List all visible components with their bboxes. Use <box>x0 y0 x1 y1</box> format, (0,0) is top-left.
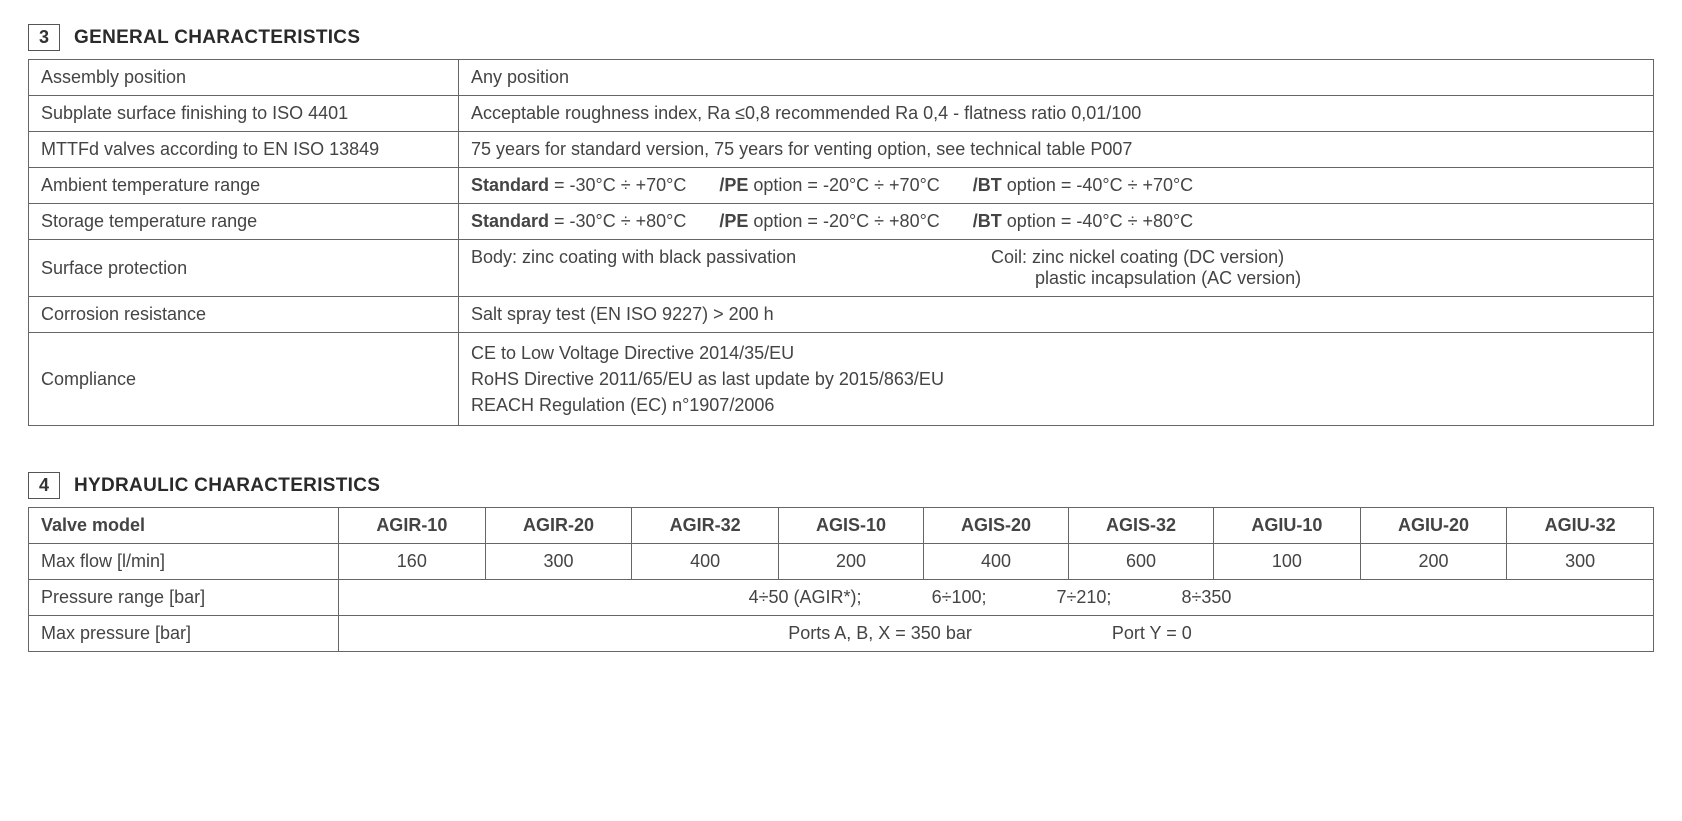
ambient-pe-label: /PE <box>719 175 748 195</box>
table-row: Corrosion resistance Salt spray test (EN… <box>29 297 1654 333</box>
section-3-header: 3 GENERAL CHARACTERISTICS <box>28 24 1654 51</box>
hc-col-agir-10: AGIR-10 <box>339 508 486 544</box>
gc-surface-value: Body: zinc coating with black passivatio… <box>459 240 1654 297</box>
ambient-std-label: Standard <box>471 175 549 195</box>
maxp-g1: Ports A, B, X = 350 bar <box>788 623 972 644</box>
surface-coil-line2: plastic incapsulation (AC version) <box>991 268 1641 289</box>
gc-subplate-label: Subplate surface finishing to ISO 4401 <box>29 96 459 132</box>
prange-g3: 7÷210; <box>1057 587 1112 608</box>
prange-g4: 8÷350 <box>1181 587 1231 608</box>
gc-compliance-value: CE to Low Voltage Directive 2014/35/EU R… <box>459 333 1654 426</box>
section-3-number: 3 <box>28 24 60 51</box>
gc-mttfd-label: MTTFd valves according to EN ISO 13849 <box>29 132 459 168</box>
section-4-header: 4 HYDRAULIC CHARACTERISTICS <box>28 472 1654 499</box>
hc-maxflow-val: 100 <box>1214 544 1361 580</box>
table-row: Storage temperature range Standard = -30… <box>29 204 1654 240</box>
hc-header-row: Valve model AGIR-10 AGIR-20 AGIR-32 AGIS… <box>29 508 1654 544</box>
hc-maxflow-val: 300 <box>1507 544 1654 580</box>
ambient-std-val: = -30°C ÷ +70°C <box>549 175 686 195</box>
table-row: Ambient temperature range Standard = -30… <box>29 168 1654 204</box>
ambient-bt-val: option = -40°C ÷ +70°C <box>1002 175 1193 195</box>
gc-corrosion-label: Corrosion resistance <box>29 297 459 333</box>
table-row: Compliance CE to Low Voltage Directive 2… <box>29 333 1654 426</box>
storage-bt-label: /BT <box>973 211 1002 231</box>
storage-bt-val: option = -40°C ÷ +80°C <box>1002 211 1193 231</box>
hc-col-agis-20: AGIS-20 <box>923 508 1068 544</box>
compliance-line1: CE to Low Voltage Directive 2014/35/EU <box>471 340 1641 366</box>
gc-mttfd-value: 75 years for standard version, 75 years … <box>459 132 1654 168</box>
hc-col-agis-10: AGIS-10 <box>778 508 923 544</box>
storage-pe-val: option = -20°C ÷ +80°C <box>748 211 939 231</box>
hc-maxp-label: Max pressure [bar] <box>29 616 339 652</box>
section-4-title: HYDRAULIC CHARACTERISTICS <box>74 475 380 497</box>
gc-subplate-value: Acceptable roughness index, Ra ≤0,8 reco… <box>459 96 1654 132</box>
section-4-number: 4 <box>28 472 60 499</box>
surface-coil-line1: Coil: zinc nickel coating (DC version) <box>991 247 1641 268</box>
storage-pe-label: /PE <box>719 211 748 231</box>
gc-corrosion-value: Salt spray test (EN ISO 9227) > 200 h <box>459 297 1654 333</box>
ambient-pe-val: option = -20°C ÷ +70°C <box>748 175 939 195</box>
section-3-title: GENERAL CHARACTERISTICS <box>74 27 360 49</box>
hc-maxflow-val: 400 <box>632 544 779 580</box>
hc-col-agiu-32: AGIU-32 <box>1507 508 1654 544</box>
hc-prange-value: 4÷50 (AGIR*); 6÷100; 7÷210; 8÷350 <box>339 580 1654 616</box>
table-row: MTTFd valves according to EN ISO 13849 7… <box>29 132 1654 168</box>
hc-maxflow-row: Max flow [l/min] 160 300 400 200 400 600… <box>29 544 1654 580</box>
table-row: Surface protection Body: zinc coating wi… <box>29 240 1654 297</box>
compliance-line3: REACH Regulation (EC) n°1907/2006 <box>471 392 1641 418</box>
hc-col-agis-32: AGIS-32 <box>1069 508 1214 544</box>
hc-maxp-value: Ports A, B, X = 350 bar Port Y = 0 <box>339 616 1654 652</box>
compliance-line2: RoHS Directive 2011/65/EU as last update… <box>471 366 1641 392</box>
storage-std-val: = -30°C ÷ +80°C <box>549 211 686 231</box>
hc-max-pressure-row: Max pressure [bar] Ports A, B, X = 350 b… <box>29 616 1654 652</box>
general-characteristics-table: Assembly position Any position Subplate … <box>28 59 1654 426</box>
ambient-bt-label: /BT <box>973 175 1002 195</box>
hc-maxflow-val: 200 <box>778 544 923 580</box>
prange-g1: 4÷50 (AGIR*); <box>749 587 862 608</box>
gc-storage-label: Storage temperature range <box>29 204 459 240</box>
gc-storage-value: Standard = -30°C ÷ +80°C /PE option = -2… <box>459 204 1654 240</box>
hc-col-agir-20: AGIR-20 <box>485 508 632 544</box>
surface-body: Body: zinc coating with black passivatio… <box>471 247 991 289</box>
table-row: Assembly position Any position <box>29 60 1654 96</box>
hc-prange-label: Pressure range [bar] <box>29 580 339 616</box>
hc-col-agiu-20: AGIU-20 <box>1360 508 1507 544</box>
gc-compliance-label: Compliance <box>29 333 459 426</box>
gc-ambient-label: Ambient temperature range <box>29 168 459 204</box>
gc-ambient-value: Standard = -30°C ÷ +70°C /PE option = -2… <box>459 168 1654 204</box>
hc-maxflow-label: Max flow [l/min] <box>29 544 339 580</box>
hc-maxflow-val: 300 <box>485 544 632 580</box>
hc-maxflow-val: 600 <box>1069 544 1214 580</box>
hc-maxflow-val: 160 <box>339 544 486 580</box>
hc-col-agir-32: AGIR-32 <box>632 508 779 544</box>
hc-col-agiu-10: AGIU-10 <box>1214 508 1361 544</box>
maxp-g2: Port Y = 0 <box>1112 623 1192 644</box>
gc-surface-label: Surface protection <box>29 240 459 297</box>
gc-assembly-value: Any position <box>459 60 1654 96</box>
hydraulic-characteristics-table: Valve model AGIR-10 AGIR-20 AGIR-32 AGIS… <box>28 507 1654 652</box>
prange-g2: 6÷100; <box>932 587 987 608</box>
hc-col-valve-model: Valve model <box>29 508 339 544</box>
hc-pressure-range-row: Pressure range [bar] 4÷50 (AGIR*); 6÷100… <box>29 580 1654 616</box>
hc-maxflow-val: 400 <box>923 544 1068 580</box>
table-row: Subplate surface finishing to ISO 4401 A… <box>29 96 1654 132</box>
storage-std-label: Standard <box>471 211 549 231</box>
hc-maxflow-val: 200 <box>1360 544 1507 580</box>
gc-assembly-label: Assembly position <box>29 60 459 96</box>
